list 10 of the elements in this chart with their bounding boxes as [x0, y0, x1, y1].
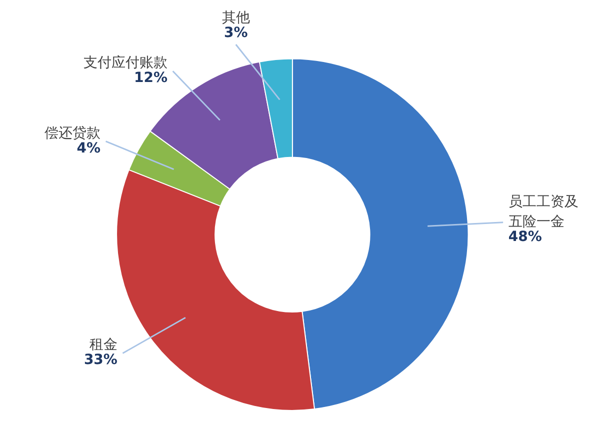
- data-label: 3%: [224, 24, 248, 41]
- slice-label: 支付应付账款: [84, 55, 168, 72]
- data-label: 12%: [134, 70, 168, 86]
- data-label: 33%: [84, 352, 118, 368]
- slice-label: 租金: [89, 337, 118, 354]
- slice-label: 偿还贷款: [44, 125, 100, 142]
- slice-label: 员工工资及五险一金: [508, 194, 578, 230]
- slice-label: 其他: [222, 10, 250, 26]
- data-label: 48%: [508, 228, 542, 245]
- data-label: 4%: [76, 140, 100, 156]
